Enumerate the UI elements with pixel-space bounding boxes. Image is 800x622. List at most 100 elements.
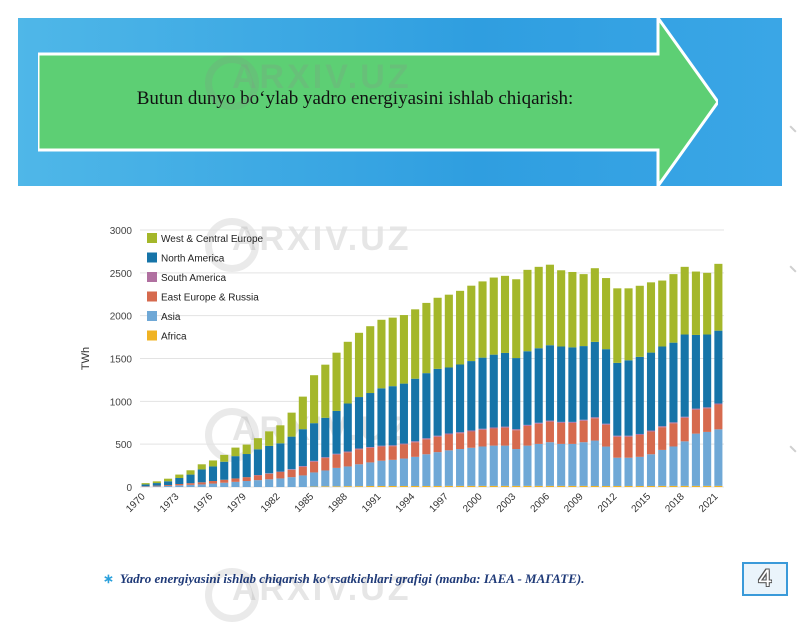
bar-segment	[692, 335, 700, 409]
bar-segment	[299, 397, 307, 430]
bar-segment	[344, 452, 352, 466]
bar-segment	[288, 437, 296, 470]
bar-segment	[647, 432, 655, 455]
bar-segment	[636, 435, 644, 457]
bar-segment	[265, 431, 273, 446]
bar-segment	[265, 474, 273, 480]
bar-segment	[512, 430, 520, 449]
bar-segment	[164, 486, 172, 487]
bar-segment	[377, 486, 385, 487]
bar-segment	[535, 424, 543, 444]
bar-segment	[636, 457, 644, 486]
bar-segment	[703, 408, 711, 432]
bar-segment	[366, 447, 374, 448]
bar-segment	[153, 486, 161, 487]
bar-segment	[422, 303, 430, 373]
bar-segment	[310, 375, 318, 423]
y-tick-label: 3000	[110, 226, 133, 237]
bar-segment	[445, 450, 453, 486]
bar-segment	[546, 421, 554, 422]
bar-segment	[613, 458, 621, 486]
bar-segment	[591, 417, 599, 418]
bar-segment	[377, 388, 385, 445]
bar-segment	[422, 439, 430, 454]
bar-segment	[478, 358, 486, 429]
bar-segment	[501, 446, 509, 486]
bar-segment	[681, 417, 689, 418]
bar-segment	[703, 335, 711, 408]
bar-segment	[613, 486, 621, 487]
bar-segment	[580, 346, 588, 420]
bar-segment	[535, 267, 543, 348]
bar-segment	[647, 282, 655, 352]
x-tick-label: 1994	[394, 491, 418, 515]
bar-segment	[669, 423, 677, 446]
bar-segment	[254, 438, 262, 449]
bar-segment	[209, 466, 217, 481]
bar-segment	[445, 295, 453, 368]
bar-segment	[602, 486, 610, 487]
bar-segment	[153, 483, 161, 486]
bar-segment	[523, 446, 531, 486]
bar-segment	[591, 342, 599, 417]
bar-segment	[669, 486, 677, 487]
bar-segment	[658, 347, 666, 427]
bar-segment	[580, 442, 588, 486]
bar-segment	[299, 466, 307, 467]
bar-segment	[377, 461, 385, 486]
bar-segment	[613, 436, 621, 437]
bar-segment	[400, 315, 408, 384]
bar-segment	[332, 455, 340, 468]
bar-segment	[535, 444, 543, 486]
bar-segment	[321, 365, 329, 418]
slide-nav-marker	[789, 445, 796, 452]
bar-segment	[153, 486, 161, 487]
bar-segment	[265, 446, 273, 473]
bar-segment	[456, 433, 464, 449]
bar-segment	[434, 436, 442, 437]
x-tick-label: 2015	[630, 491, 654, 515]
bar-segment	[389, 446, 397, 460]
bar-segment	[434, 452, 442, 486]
bar-segment	[344, 342, 352, 404]
bar-segment	[344, 466, 352, 486]
bar-segment	[321, 418, 329, 457]
bar-segment	[568, 444, 576, 486]
bar-segment	[422, 438, 430, 439]
bar-segment	[355, 448, 363, 449]
bar-segment	[411, 457, 419, 486]
bar-segment	[198, 464, 206, 469]
bar-segment	[535, 486, 543, 487]
bar-segment	[310, 462, 318, 473]
bar-segment	[681, 335, 689, 417]
bar-segment	[703, 273, 711, 335]
bar-segment	[467, 431, 475, 447]
bar-segment	[377, 320, 385, 389]
bar-segment	[636, 286, 644, 357]
bar-segment	[714, 429, 722, 486]
bar-segment	[490, 278, 498, 355]
bar-segment	[344, 403, 352, 451]
bar-segment	[624, 360, 632, 435]
bar-segment	[321, 486, 329, 487]
bar-segment	[669, 422, 677, 423]
bar-segment	[523, 351, 531, 425]
bar-segment	[568, 486, 576, 487]
bar-segment	[681, 418, 689, 442]
bar-segment	[602, 447, 610, 486]
bar-segment	[142, 484, 150, 486]
bar-segment	[332, 411, 340, 454]
bar-segment	[254, 475, 262, 480]
bar-segment	[332, 454, 340, 455]
bar-segment	[546, 486, 554, 487]
bar-segment	[658, 426, 666, 427]
bar-segment	[299, 475, 307, 487]
bar-segment	[456, 364, 464, 432]
bar-segment	[198, 484, 206, 487]
bar-segment	[445, 433, 453, 434]
bar-segment	[288, 470, 296, 477]
bar-segment	[355, 486, 363, 487]
bar-segment	[243, 454, 251, 477]
x-tick-label: 1976	[192, 491, 216, 515]
